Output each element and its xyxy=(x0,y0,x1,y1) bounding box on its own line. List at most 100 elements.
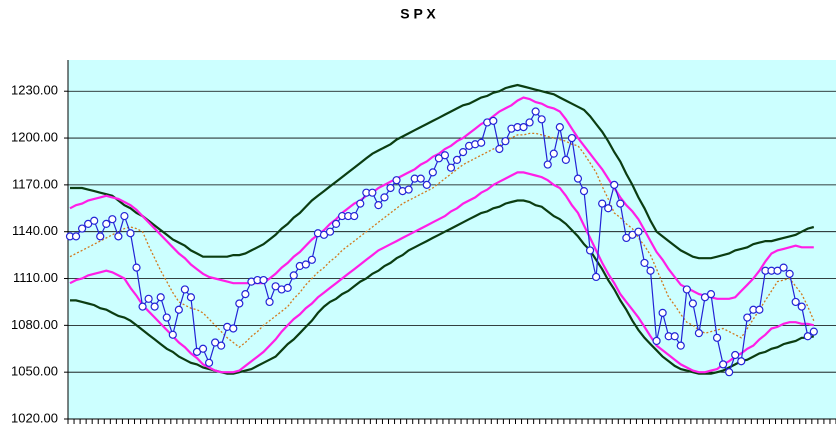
data-point xyxy=(132,263,141,272)
data-point xyxy=(138,302,147,311)
data-point xyxy=(156,293,165,302)
data-point xyxy=(592,272,601,282)
y-tick-label: 1140.00 xyxy=(12,223,58,238)
data-point xyxy=(573,174,583,183)
data-point xyxy=(549,149,558,158)
data-point xyxy=(96,232,105,241)
data-point xyxy=(368,188,377,197)
data-point xyxy=(731,350,740,360)
data-point xyxy=(404,185,413,194)
data-point xyxy=(640,258,649,268)
data-point xyxy=(712,333,722,342)
data-point xyxy=(174,305,183,314)
data-point xyxy=(289,271,298,280)
data-point xyxy=(180,285,189,294)
data-point xyxy=(458,147,468,157)
data-point xyxy=(694,329,704,338)
data-point xyxy=(440,151,450,160)
data-point xyxy=(670,332,679,341)
data-point xyxy=(525,118,534,127)
data-point xyxy=(229,324,238,333)
data-point xyxy=(77,224,87,233)
y-tick-label: 1230.00 xyxy=(11,83,58,98)
data-point xyxy=(561,155,570,164)
data-point xyxy=(416,174,425,183)
y-tick-label: 1020.00 xyxy=(11,410,58,425)
data-point xyxy=(386,183,395,193)
data-point xyxy=(579,187,589,196)
data-point xyxy=(446,163,456,172)
data-point xyxy=(495,144,504,154)
data-point xyxy=(652,336,661,346)
data-point xyxy=(706,290,716,299)
data-point xyxy=(114,232,123,241)
data-point xyxy=(676,341,685,350)
data-point xyxy=(791,297,800,307)
data-point xyxy=(610,180,619,189)
chart-title: S P X xyxy=(400,6,436,22)
series-line xyxy=(69,132,815,349)
data-point xyxy=(489,116,498,125)
data-point xyxy=(374,201,383,210)
data-point xyxy=(428,168,437,177)
y-tick-label: 1200.00 xyxy=(11,129,58,144)
data-point xyxy=(658,308,667,317)
data-point xyxy=(356,199,365,208)
data-point xyxy=(719,360,728,369)
data-point xyxy=(537,115,546,124)
data-point xyxy=(477,138,486,147)
data-point xyxy=(186,293,196,302)
data-point xyxy=(331,219,341,228)
data-point xyxy=(797,302,806,311)
data-point xyxy=(501,137,510,146)
data-point xyxy=(126,229,135,238)
data-point xyxy=(755,305,764,314)
data-point xyxy=(634,227,643,236)
data-point xyxy=(235,299,244,308)
data-point xyxy=(102,219,111,228)
series-line xyxy=(69,171,815,374)
data-point xyxy=(71,232,81,241)
data-point xyxy=(241,290,250,299)
data-point xyxy=(422,180,431,189)
y-tick-label: 1110.00 xyxy=(13,270,58,285)
y-tick-label: 1170.00 xyxy=(12,176,58,191)
data-point xyxy=(688,299,697,308)
data-point xyxy=(785,269,794,278)
data-point xyxy=(392,176,401,185)
data-point xyxy=(283,283,292,292)
data-point xyxy=(168,330,177,339)
data-point xyxy=(646,266,655,275)
data-point xyxy=(217,341,226,350)
data-point xyxy=(725,368,734,377)
data-point xyxy=(198,344,208,353)
data-point xyxy=(803,332,812,341)
data-point xyxy=(90,216,99,225)
data-point xyxy=(519,123,528,132)
data-point xyxy=(350,211,359,221)
data-point xyxy=(585,246,595,255)
data-point xyxy=(325,227,335,236)
data-point xyxy=(307,255,316,264)
data-point xyxy=(616,199,625,208)
series-line xyxy=(70,199,815,375)
data-point xyxy=(555,123,564,132)
data-point xyxy=(604,204,613,213)
data-point xyxy=(204,358,214,367)
data-point xyxy=(380,193,389,202)
y-tick-label: 1050.00 xyxy=(11,364,58,379)
data-point xyxy=(108,215,117,224)
data-point xyxy=(162,313,171,322)
data-point xyxy=(265,297,274,307)
data-point xyxy=(779,263,788,272)
data-point xyxy=(452,155,462,164)
data-point xyxy=(301,260,310,269)
data-point xyxy=(743,313,752,322)
data-point xyxy=(737,357,746,366)
data-point xyxy=(150,302,159,311)
data-point xyxy=(120,211,129,221)
y-tick-label: 1080.00 xyxy=(11,317,58,332)
data-point xyxy=(144,294,153,303)
data-point xyxy=(567,133,577,143)
